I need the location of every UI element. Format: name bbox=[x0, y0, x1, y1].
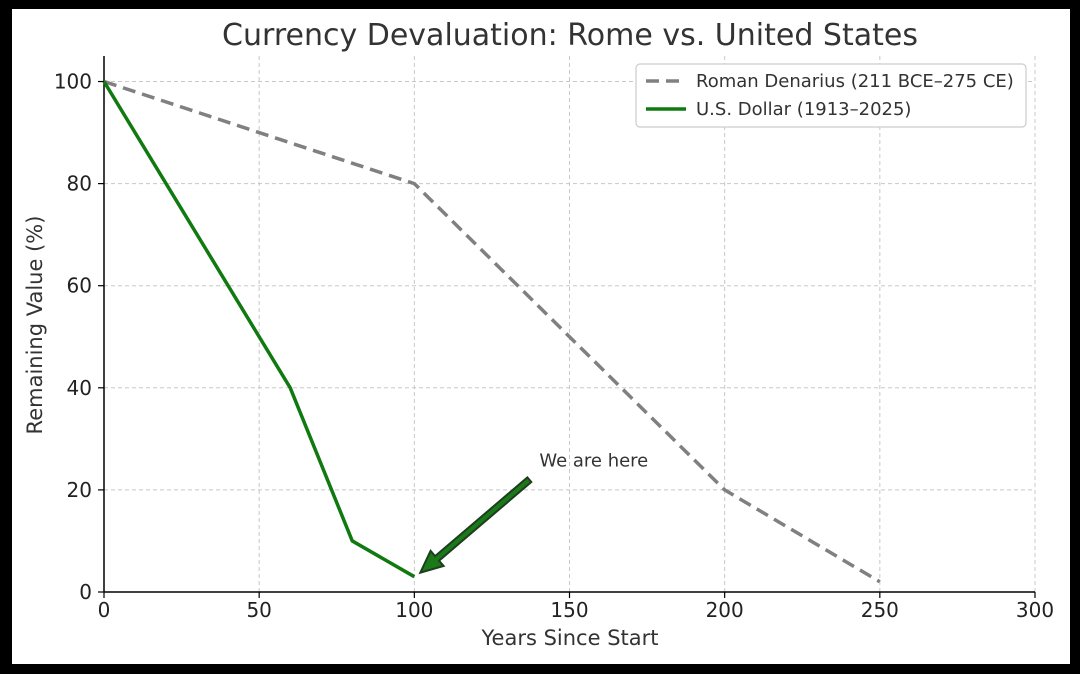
x-tick-label: 300 bbox=[1016, 598, 1054, 622]
series-line-0 bbox=[103, 79, 881, 584]
annotation-text: We are here bbox=[539, 451, 648, 472]
x-tick-label: 100 bbox=[395, 598, 433, 622]
x-tick-label: 50 bbox=[246, 598, 271, 622]
series-lines bbox=[102, 79, 881, 584]
y-tick-label: 0 bbox=[79, 580, 92, 604]
y-tick-label: 60 bbox=[67, 274, 92, 298]
y-tick-label: 40 bbox=[67, 376, 92, 400]
y-tick-label: 100 bbox=[54, 70, 92, 94]
y-axis-label: Remaining Value (%) bbox=[23, 216, 47, 435]
grid bbox=[103, 56, 1036, 593]
x-tick-label: 200 bbox=[706, 598, 744, 622]
legend-label-0: Roman Denarius (211 BCE–275 CE) bbox=[696, 71, 1014, 92]
series-line-1 bbox=[102, 80, 416, 579]
tick-labels: 0 50 100 150 200 250 300 0 20 40 60 80 100 bbox=[54, 70, 1054, 622]
x-tick-label: 0 bbox=[98, 598, 111, 622]
x-axis-label: Years Since Start bbox=[481, 626, 659, 650]
annotations: We are here bbox=[418, 451, 648, 575]
axes bbox=[98, 56, 1036, 598]
y-tick-label: 20 bbox=[67, 478, 92, 502]
annotation-arrow bbox=[418, 475, 533, 575]
x-tick-label: 150 bbox=[550, 598, 588, 622]
legend-box bbox=[635, 63, 1027, 128]
chart-title: Currency Devaluation: Rome vs. United St… bbox=[222, 18, 918, 53]
legend-label-1: U.S. Dollar (1913–2025) bbox=[696, 99, 911, 120]
legend: Roman Denarius (211 BCE–275 CE) U.S. Doll… bbox=[635, 63, 1027, 128]
y-tick-label: 80 bbox=[67, 172, 92, 196]
x-tick-label: 250 bbox=[861, 598, 899, 622]
